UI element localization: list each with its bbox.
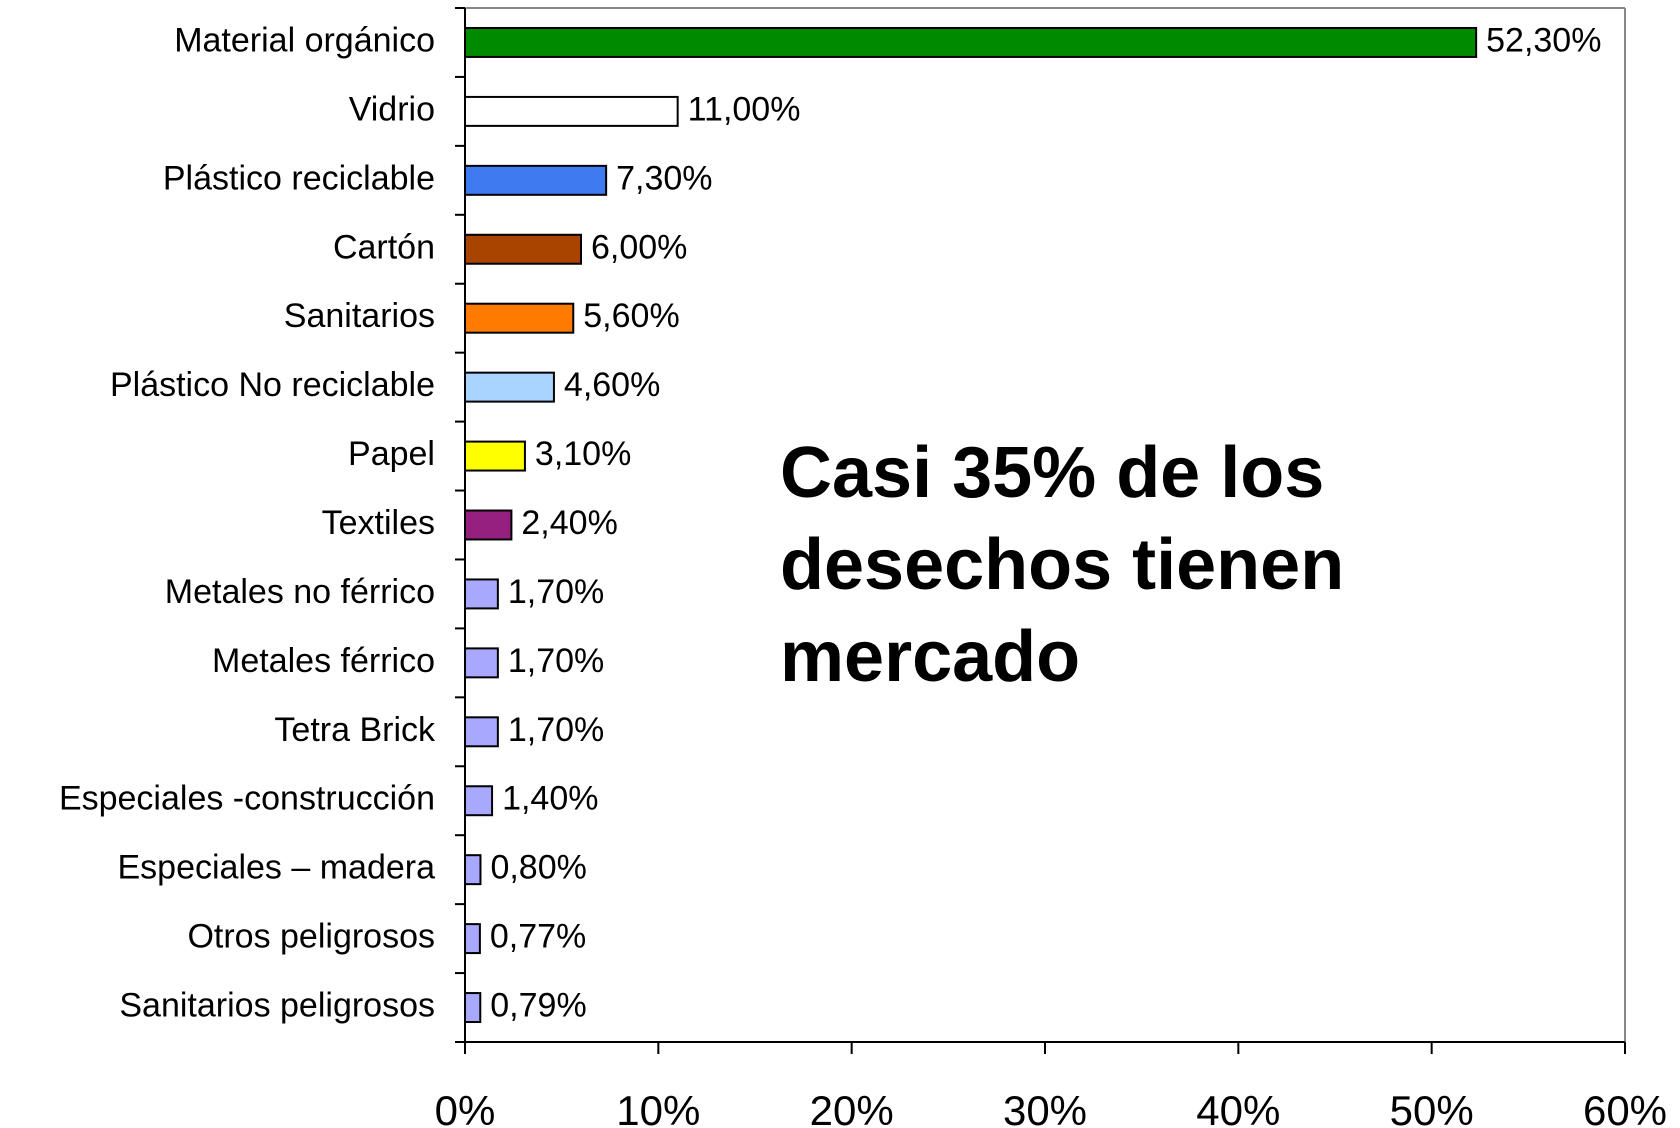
bar — [464, 992, 482, 1024]
x-tick-label: 0% — [435, 1087, 496, 1128]
x-tick-label: 40% — [1196, 1087, 1280, 1128]
value-label: 2,40% — [521, 504, 617, 542]
x-tick-label: 10% — [616, 1087, 700, 1128]
y-tick-label: Textiles — [322, 504, 435, 542]
y-tick-label: Metales no férrico — [165, 573, 435, 611]
value-label: 0,79% — [490, 987, 586, 1025]
bar — [464, 923, 481, 955]
bar — [464, 578, 499, 610]
bar — [464, 440, 526, 472]
value-label: 1,40% — [502, 780, 598, 818]
bar — [464, 233, 582, 265]
value-label: 3,10% — [535, 435, 631, 473]
bar — [464, 302, 575, 334]
bar — [464, 95, 679, 127]
value-label: 0,80% — [490, 849, 586, 887]
y-tick-label: Papel — [348, 435, 435, 473]
value-label: 52,30% — [1486, 21, 1601, 59]
y-tick-label: Especiales -construcción — [59, 780, 435, 818]
x-tick-label: 50% — [1390, 1087, 1474, 1128]
bar — [464, 854, 482, 886]
x-tick-label: 60% — [1583, 1087, 1667, 1128]
annotation: mercado — [780, 617, 1080, 697]
bar — [464, 509, 513, 541]
y-tick-label: Sanitarios — [284, 297, 435, 335]
bar — [464, 716, 499, 748]
annotation: desechos tienen — [780, 525, 1344, 605]
y-tick-label: Sanitarios peligrosos — [119, 987, 435, 1025]
value-label: 7,30% — [616, 159, 712, 197]
y-tick-label: Plástico reciclable — [163, 159, 435, 197]
value-label: 11,00% — [688, 90, 801, 128]
y-tick-label: Plástico No reciclable — [110, 366, 435, 404]
value-label: 4,60% — [564, 366, 660, 404]
y-tick-label: Vidrio — [349, 90, 435, 128]
bar — [464, 164, 608, 196]
bar — [464, 371, 555, 403]
value-label: 1,70% — [508, 573, 604, 611]
y-tick-label: Cartón — [333, 228, 435, 266]
value-label: 1,70% — [508, 642, 604, 680]
value-label: 6,00% — [591, 228, 687, 266]
y-tick-label: Especiales – madera — [117, 849, 435, 887]
annotation: Casi 35% de los — [780, 433, 1324, 513]
bar — [464, 26, 1478, 58]
value-label: 0,77% — [490, 918, 586, 956]
x-tick-label: 30% — [1003, 1087, 1087, 1128]
bar — [464, 785, 494, 817]
value-label: 5,60% — [583, 297, 679, 335]
value-label: 1,70% — [508, 711, 604, 749]
x-tick-label: 20% — [810, 1087, 894, 1128]
y-tick-label: Metales férrico — [212, 642, 435, 680]
y-tick-label: Tetra Brick — [274, 711, 436, 749]
bar — [464, 647, 499, 679]
y-tick-label: Material orgánico — [174, 21, 435, 59]
y-tick-label: Otros peligrosos — [187, 918, 435, 956]
